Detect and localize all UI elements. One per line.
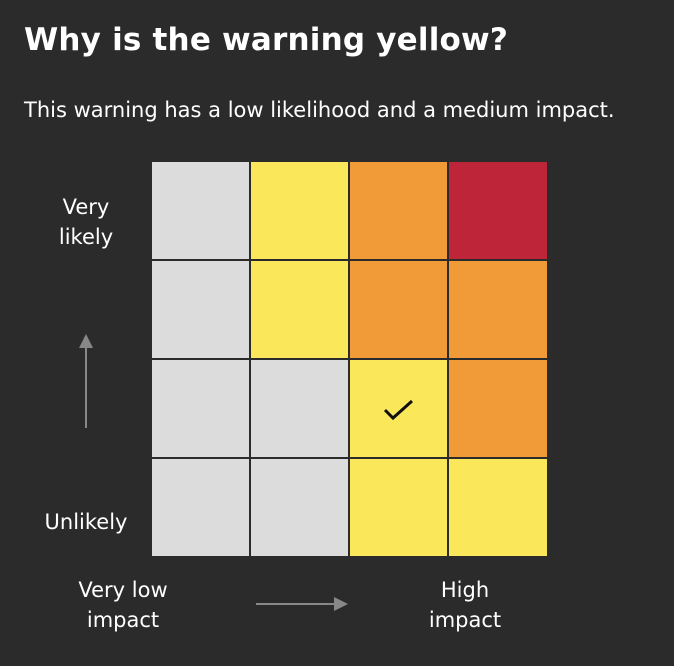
- cell: [350, 162, 447, 259]
- cell: [449, 459, 547, 556]
- cell: [251, 459, 348, 556]
- right-arrow-head: [334, 597, 348, 611]
- checkmark: [383, 399, 414, 421]
- cell: [251, 162, 348, 259]
- y-label-top: Very likely: [58, 195, 114, 249]
- cell: [449, 162, 547, 259]
- cell-selected: [350, 360, 447, 457]
- title: Why is the warning yellow?: [24, 22, 509, 58]
- description: This warning has a low likelihood and a …: [24, 98, 615, 122]
- cell: [152, 459, 249, 556]
- cell: [449, 261, 547, 358]
- matrix-cells: [152, 162, 547, 556]
- cell: [152, 162, 249, 259]
- cell: [350, 261, 447, 358]
- up-arrow-head: [79, 334, 93, 348]
- cell: [449, 360, 547, 457]
- cell: [251, 261, 348, 358]
- x-label-right: High impact: [428, 578, 502, 632]
- y-label-bottom: Unlikely: [44, 510, 128, 534]
- cell: [152, 360, 249, 457]
- cell: [152, 261, 249, 358]
- cell: [251, 360, 348, 457]
- cell: [350, 459, 447, 556]
- x-label-left: Very low impact: [78, 578, 168, 632]
